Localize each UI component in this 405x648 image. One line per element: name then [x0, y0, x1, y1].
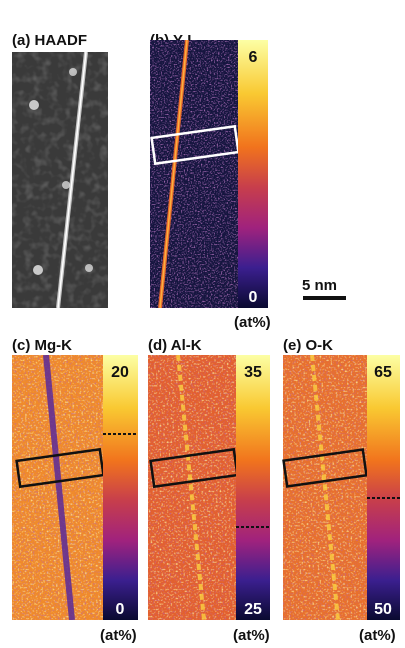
haadf-image: [12, 52, 108, 308]
colorbar-max: 35: [244, 364, 262, 381]
colorbar-unit: (at%): [100, 627, 137, 644]
colorbar-min: 50: [374, 601, 392, 618]
colorbar-unit: (at%): [233, 627, 270, 644]
o-map: [283, 355, 367, 620]
colorbar-min: 0: [249, 289, 258, 306]
colorbar-unit: (at%): [359, 627, 396, 644]
panel-label: (a) HAADF: [12, 32, 87, 49]
colorbar-min: 0: [116, 601, 125, 618]
colorbar-max: 6: [249, 49, 258, 66]
colorbar-unit: (at%): [234, 314, 271, 331]
figure: (a) HAADF (b) Y-L 6 0 (at%) 5 nm (c) Mg-…: [0, 0, 405, 648]
panel-label: (c) Mg-K: [12, 337, 72, 354]
colorbar: [238, 40, 268, 308]
colorbar: [103, 355, 138, 620]
scale-bar-label: 5 nm: [302, 277, 337, 294]
colorbar-max: 20: [111, 364, 129, 381]
panel-label: (d) Al-K: [148, 337, 202, 354]
colorbar: [236, 355, 270, 620]
colorbar: [367, 355, 400, 620]
y-map: [150, 40, 238, 308]
panel-label: (e) O-K: [283, 337, 333, 354]
mg-map: [12, 355, 103, 620]
colorbar-min: 25: [244, 601, 262, 618]
colorbar-max: 65: [374, 364, 392, 381]
scale-bar: [303, 296, 346, 300]
al-map: [148, 355, 236, 620]
